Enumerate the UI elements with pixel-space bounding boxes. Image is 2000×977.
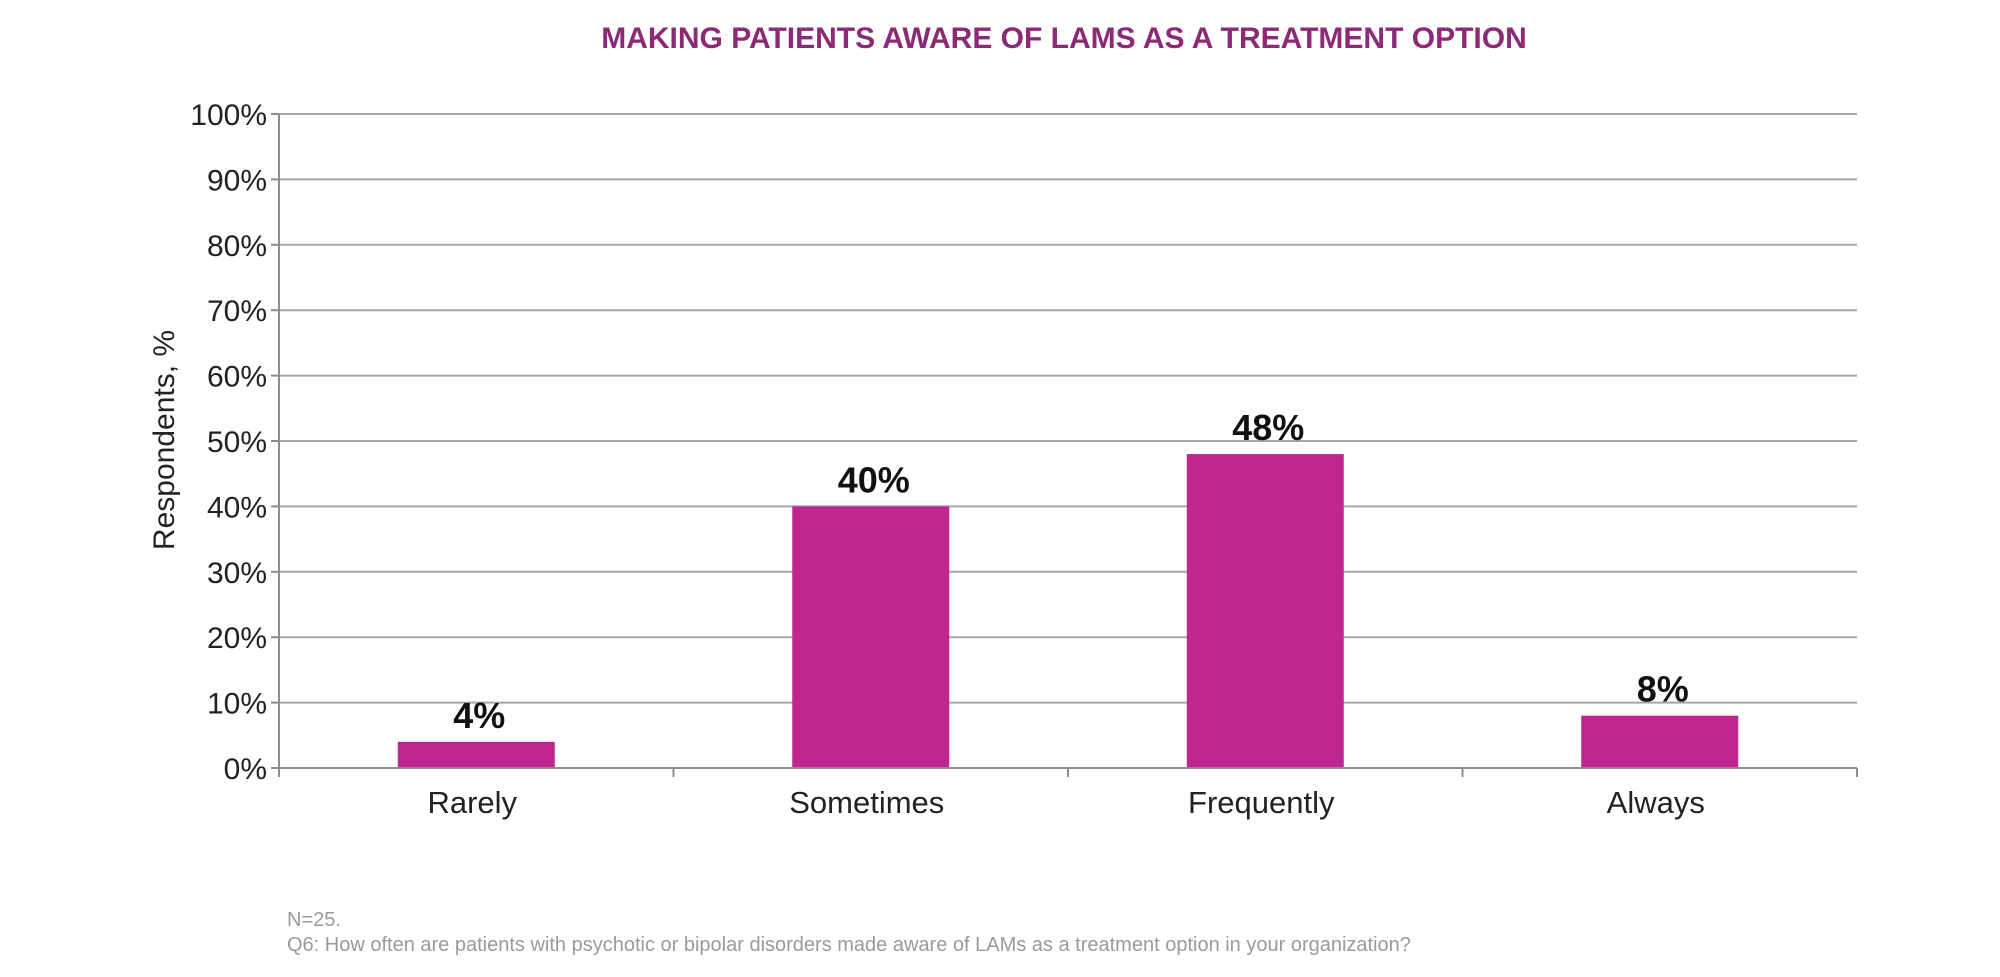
y-tick-label: 40%: [207, 491, 267, 524]
y-tick-label: 0%: [224, 753, 267, 786]
y-tick-label: 70%: [207, 295, 267, 328]
y-tick-label: 100%: [190, 99, 267, 132]
x-tick-label-always: Always: [1607, 785, 1705, 820]
data-label-rarely: 4%: [453, 695, 505, 736]
data-label-sometimes: 40%: [838, 459, 910, 500]
axes: [271, 113, 1858, 777]
bar-rarely: [397, 741, 555, 768]
chart-title: MAKING PATIENTS AWARE OF LAMS AS A TREAT…: [601, 22, 1527, 55]
y-tick-label: 90%: [207, 164, 267, 197]
y-tick-label: 80%: [207, 230, 267, 263]
labels: 0% 10% 20% 30% 40% 50% 60% 70% 80% 90% 100% 4% Rarel…: [190, 99, 1705, 820]
y-tick-label: 30%: [207, 557, 267, 590]
bars: [397, 454, 1739, 768]
y-tick-label: 10%: [207, 688, 267, 721]
y-tick-label: 50%: [207, 426, 267, 459]
x-tick-label-rarely: Rarely: [427, 785, 517, 820]
gridlines: [279, 113, 1857, 704]
y-tick-label: 60%: [207, 361, 267, 394]
x-tick-label-frequently: Frequently: [1188, 785, 1335, 820]
y-tick-label: 20%: [207, 622, 267, 655]
bar-sometimes: [792, 506, 950, 768]
x-tick-label-sometimes: Sometimes: [789, 785, 944, 820]
data-label-always: 8%: [1637, 669, 1689, 710]
bar-frequently: [1186, 454, 1344, 768]
bar-always: [1581, 715, 1739, 768]
footnote-question: Q6: How often are patients with psychoti…: [287, 934, 1411, 956]
data-label-frequently: 48%: [1232, 407, 1304, 448]
y-axis-title: Respondents, %: [148, 330, 181, 550]
footnote-sample-size: N=25.: [287, 909, 341, 931]
